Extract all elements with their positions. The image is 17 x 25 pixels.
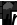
- Text: Figure 2: Figure 2: [0, 9, 17, 25]
- Legend: Normoxic, 0.1% hypoxic, 0.1% hypoxic_1 mM adenosine: Normoxic, 0.1% hypoxic, 0.1% hypoxic_1 m…: [11, 11, 17, 25]
